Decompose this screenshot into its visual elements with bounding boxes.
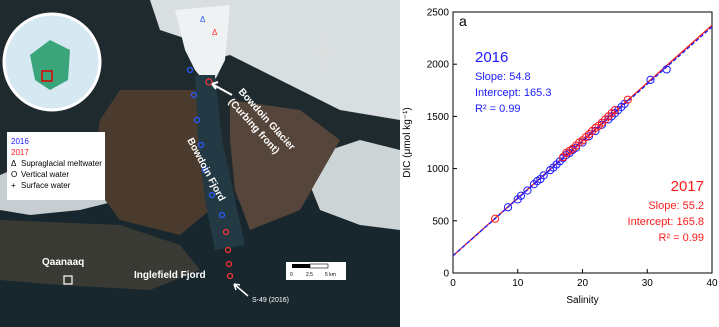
y-tick-label: 2000 <box>427 60 450 71</box>
marker-2016 <box>193 116 201 124</box>
legend-year-2017: 2017 <box>11 148 29 157</box>
annotation-2016-r2: R² = 0.99 <box>475 103 521 115</box>
scatter-chart: 0 10 20 30 40 0 500 1000 1500 2000 2500 Salinity DIC… <box>402 8 718 307</box>
inset-greenland <box>30 40 70 90</box>
marker-2017 <box>225 260 233 268</box>
x-tick-label: 20 <box>577 278 589 289</box>
marker-2016 <box>186 66 194 74</box>
glacier-arrow-icon <box>211 81 233 96</box>
station-label: S-49 (2016) <box>252 297 289 304</box>
data-point-2017 <box>623 95 632 104</box>
land-west <box>90 90 210 235</box>
triangle-marker-2017: Δ <box>212 28 218 37</box>
sample-markers: Δ Δ <box>186 15 234 280</box>
town-label: Qaanaaq <box>42 257 84 268</box>
x-axis-label: Salinity <box>566 295 598 306</box>
town-marker-icon <box>63 275 73 285</box>
triangle-marker-2016: Δ <box>200 15 206 24</box>
data-point-2016 <box>523 186 532 195</box>
x-tick-label: 30 <box>642 278 654 289</box>
scale-bar-white <box>309 263 329 269</box>
marker-2016 <box>190 91 198 99</box>
scale-label-0: 0 <box>290 272 293 278</box>
bowdoin-fjord <box>195 75 245 250</box>
data-point-2016 <box>539 171 548 180</box>
chart-panel: 0 10 20 30 40 0 500 1000 1500 2000 2500 Salinity DIC… <box>402 8 718 307</box>
legend-vertical-label: Vertical water <box>21 170 69 179</box>
data-point-2016 <box>646 75 655 84</box>
annotation-2017-slope: Slope: 55.2 <box>648 200 704 212</box>
annotation-2016-intercept: Intercept: 165.3 <box>475 87 551 99</box>
y-tick-label: 1500 <box>427 112 450 123</box>
legend-triangle-icon: Δ <box>11 159 17 168</box>
marker-2017 <box>226 272 234 280</box>
bowdoin-glacier <box>175 5 230 82</box>
marker-2017 <box>205 78 213 86</box>
x-tick-label: 10 <box>512 278 524 289</box>
x-tick-label: 40 <box>706 278 718 289</box>
legend-supraglacial-label: Supraglacial meltwater <box>21 159 102 168</box>
marker-2016 <box>201 166 209 174</box>
map-legend <box>7 132 105 200</box>
marker-2017 <box>224 246 232 254</box>
marker-2016 <box>218 211 226 219</box>
legend-plus-icon: + <box>11 181 16 190</box>
compass-north-label: N <box>321 32 328 43</box>
data-point-2017 <box>490 214 500 223</box>
y-tick-label: 1000 <box>427 164 450 175</box>
data-point-2016 <box>662 65 671 74</box>
inset-location-box <box>41 70 53 82</box>
y-axis-label: DIC (μmol kg⁻¹) <box>402 107 413 177</box>
annotation-2017-year: 2017 <box>671 178 704 195</box>
north-arrow-icon <box>318 43 332 68</box>
land-east <box>230 100 340 230</box>
x-tick-label: 0 <box>450 278 456 289</box>
station-arrow-icon <box>233 283 249 297</box>
legend-circle-icon: O <box>11 170 17 179</box>
y-tick-label: 0 <box>443 269 449 280</box>
land-south <box>0 220 200 290</box>
scale-bar-black <box>292 264 310 268</box>
data-point-2016 <box>516 191 526 200</box>
data-point-2017 <box>610 106 619 115</box>
inglefield-label: Inglefield Fjord <box>134 270 206 281</box>
marker-2016 <box>197 141 205 149</box>
marker-2016 <box>208 191 216 199</box>
panel-label: a <box>459 13 467 29</box>
scale-label-5km: 5 km <box>325 272 336 278</box>
data-point-2016 <box>503 203 513 212</box>
annotation-2017-r2: R² = 0.99 <box>658 232 704 244</box>
marker-2017 <box>222 228 230 236</box>
regression-line-2016 <box>453 26 712 257</box>
map-panel: Δ Δ 2016 2017 Δ Supraglacial meltwater O… <box>0 0 400 327</box>
y-tick-label: 2500 <box>427 8 450 19</box>
annotation-2017-intercept: Intercept: 165.8 <box>628 216 704 228</box>
annotation-2016-slope: Slope: 54.8 <box>475 71 531 83</box>
legend-surface-label: Surface water <box>21 181 71 190</box>
y-tick-label: 500 <box>432 216 449 227</box>
annotation-2016-year: 2016 <box>475 49 508 66</box>
scale-label-2-5: 2.5 <box>306 272 313 278</box>
legend-year-2016: 2016 <box>11 137 29 146</box>
